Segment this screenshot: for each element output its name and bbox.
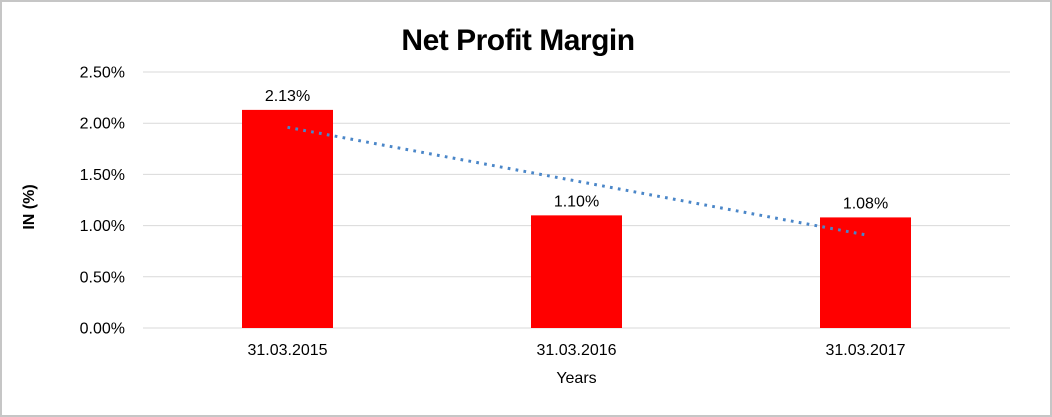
bar-31.03.2015 xyxy=(242,109,333,328)
bar-value-label: 1.10% xyxy=(554,193,599,210)
bar-value-label: 2.13% xyxy=(265,88,310,105)
bar-31.03.2017 xyxy=(820,217,911,328)
y-tick-label: 1.50% xyxy=(80,167,125,184)
y-tick-label: 0.00% xyxy=(80,321,125,338)
x-axis-title: Years xyxy=(556,370,597,387)
y-tick-label: 1.00% xyxy=(80,218,125,235)
bar-value-label: 1.08% xyxy=(843,195,888,212)
x-tick-label: 31.03.2016 xyxy=(536,342,616,359)
y-tick-label: 2.50% xyxy=(80,65,125,82)
trendline xyxy=(287,125,866,237)
x-tick-label: 31.03.2015 xyxy=(247,342,327,359)
chart-title: Net Profit Margin xyxy=(401,24,635,57)
y-tick-label: 2.00% xyxy=(80,116,125,133)
x-tick-label: 31.03.2017 xyxy=(825,342,905,359)
bar-31.03.2016 xyxy=(531,215,622,328)
y-tick-label: 0.50% xyxy=(80,269,125,286)
